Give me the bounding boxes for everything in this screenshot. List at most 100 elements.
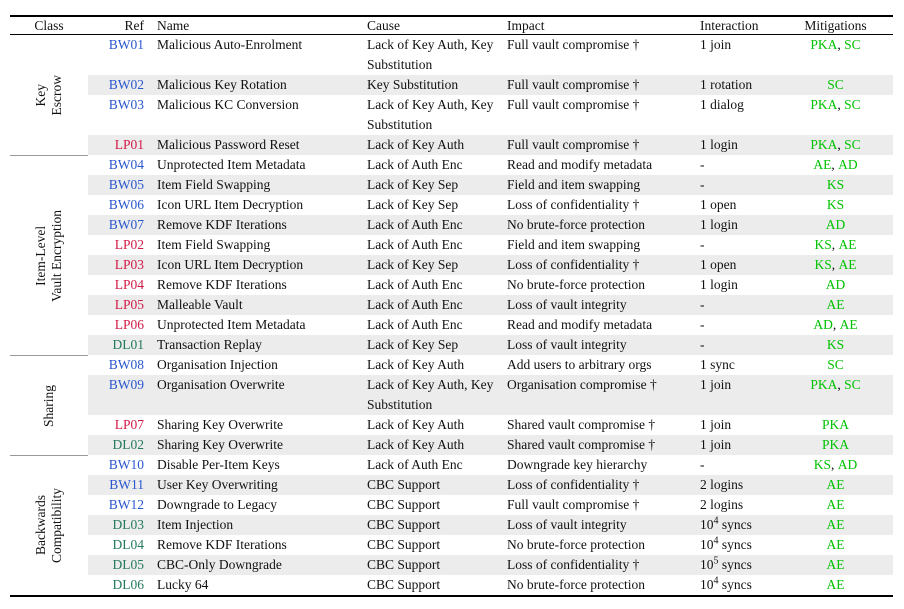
ref-cell: LP06: [88, 315, 150, 335]
mitigation-tag: AE: [826, 577, 845, 592]
ref-cell: LP02: [88, 235, 150, 255]
mitigation-tag: AE: [838, 257, 857, 272]
table-row: LP03 Icon URL Item Decryption Lack of Key …: [88, 255, 893, 275]
ref-id: LP02: [114, 237, 144, 252]
mitigation-tag: PKA: [810, 37, 838, 52]
interaction-cell: -: [700, 237, 705, 252]
cause-cell: Lack of Key Sep: [367, 257, 459, 272]
mitigations-cell: KS, AD: [813, 457, 858, 472]
mitigation-tag: AD: [838, 157, 858, 172]
header-ref: Ref: [124, 18, 145, 33]
name-cell: Malicious Password Reset: [157, 137, 300, 152]
class-group: Item-Level Vault Encryption BW04 Unprotect…: [10, 155, 893, 355]
class-group: Backwards Compatibility BW10 Disable Per-I…: [10, 455, 893, 595]
cause-cell: Lack of Key Sep: [367, 197, 459, 212]
name-cell: Malicious Auto-Enrolment: [157, 37, 303, 52]
ref-cell: LP04: [88, 275, 150, 295]
impact-cell: Shared vault compromise †: [507, 417, 656, 432]
cause-cell: CBC Support: [367, 517, 441, 532]
class-group-label: Item-Level Vault Encryption: [33, 209, 64, 302]
header-impact: Impact: [507, 18, 545, 33]
mitigations-cell: PKA: [778, 435, 893, 455]
ref-id: LP07: [114, 417, 144, 432]
interaction-cell: 104 syncs: [700, 535, 752, 552]
cause-cell: Lack of Key Sep: [367, 337, 459, 352]
name-cell: Remove KDF Iterations: [157, 277, 287, 292]
ref-id: LP03: [114, 257, 144, 272]
header-class: Class: [34, 18, 64, 33]
name-cell: Sharing Key Overwrite: [157, 417, 283, 432]
ref-cell: BW07: [88, 215, 150, 235]
name-cell: Unprotected Item Metadata: [157, 157, 306, 172]
impact-cell: Organisation compromise †: [507, 377, 657, 392]
interaction-cell: 1 login: [700, 217, 738, 232]
mitigations-cell: PKA, SC: [810, 377, 861, 392]
name-cell: Remove KDF Iterations: [157, 217, 287, 232]
ref-cell: BW04: [88, 155, 150, 175]
exponent: 4: [713, 515, 719, 527]
mitigation-tag: AD: [813, 317, 833, 332]
table-row: BW02 Malicious Key Rotation Key Substituti…: [88, 75, 893, 95]
class-group-label: Sharing: [41, 384, 56, 427]
mitigations-cell: PKA, SC: [810, 97, 861, 112]
name-cell: Malleable Vault: [157, 297, 243, 312]
header-mitigations: Mitigations: [804, 18, 867, 33]
interaction-cell: 104 syncs: [700, 575, 752, 592]
table-row: BW08 Organisation Injection Lack of Key Au…: [88, 355, 893, 375]
name-cell: Sharing Key Overwrite: [157, 437, 283, 452]
class-cell: Backwards Compatibility: [10, 455, 88, 595]
mitigation-tag: AE: [826, 557, 845, 572]
impact-cell: Full vault compromise †: [507, 37, 640, 52]
mitigation-tag: SC: [844, 97, 861, 112]
table-row: BW09 Organisation Overwrite Lack of Key Au…: [88, 375, 893, 415]
impact-cell: Full vault compromise †: [507, 97, 640, 112]
table-row: BW01 Malicious Auto-Enrolment Lack of Key …: [88, 35, 893, 75]
name-cell: Item Field Swapping: [157, 237, 271, 252]
mitigations-cell: AD, AE: [813, 317, 858, 332]
name-cell: Unprotected Item Metadata: [157, 317, 306, 332]
ref-id: BW03: [108, 97, 144, 112]
table-row: BW05 Item Field Swapping Lack of Key Sep Fi…: [88, 175, 893, 195]
mitigation-tag: AE: [826, 517, 845, 532]
interaction-cell: 1 join: [700, 417, 732, 432]
class-group: Sharing BW08 Organisation Injection Lack of…: [10, 355, 893, 455]
mitigations-cell: AE: [778, 475, 893, 495]
name-cell: CBC-Only Downgrade: [157, 557, 282, 572]
mitigation-tag: KS: [813, 457, 831, 472]
ref-id: BW02: [108, 77, 144, 92]
interaction-cell: -: [700, 297, 705, 312]
interaction-cell: 1 join: [700, 437, 732, 452]
ref-id: LP01: [114, 137, 144, 152]
mitigation-tag: PKA: [821, 417, 849, 432]
ref-id: BW01: [108, 37, 144, 52]
impact-cell: Full vault compromise †: [507, 77, 640, 92]
mitigation-tag: AE: [838, 237, 857, 252]
mitigations-cell: AE: [778, 295, 893, 315]
mitigation-tag: PKA: [810, 377, 838, 392]
mitigation-tag: PKA: [810, 137, 838, 152]
mitigation-tag: AE: [826, 297, 845, 312]
table-row: LP06 Unprotected Item Metadata Lack of Aut…: [88, 315, 893, 335]
name-cell: Lucky 64: [157, 577, 209, 592]
impact-cell: Downgrade key hierarchy: [507, 457, 648, 472]
cause-cell: Lack of Key Auth, Key Substitution: [367, 377, 494, 412]
table-row: DL02 Sharing Key Overwrite Lack of Key Aut…: [88, 435, 893, 455]
ref-id: DL05: [112, 557, 145, 572]
cause-cell: Lack of Auth Enc: [367, 217, 463, 232]
mitigations-cell: AE, AD: [813, 157, 858, 172]
interaction-cell: 1 login: [700, 277, 738, 292]
exponent: 4: [713, 535, 719, 547]
table-row: DL01 Transaction Replay Lack of Key Sep Los…: [88, 335, 893, 355]
mitigation-tag: AE: [826, 477, 845, 492]
ref-cell: BW11: [88, 475, 150, 495]
name-cell: Transaction Replay: [157, 337, 262, 352]
name-cell: Item Injection: [157, 517, 234, 532]
ref-id: DL06: [112, 577, 145, 592]
mitigations-cell: SC: [778, 355, 893, 375]
ref-id: BW09: [108, 377, 144, 392]
header-interaction: Interaction: [700, 18, 759, 33]
mitigation-tag: PKA: [821, 437, 849, 452]
mitigation-tag: SC: [844, 377, 861, 392]
mitigation-tag: AD: [837, 457, 858, 472]
name-cell: Organisation Injection: [157, 357, 278, 372]
